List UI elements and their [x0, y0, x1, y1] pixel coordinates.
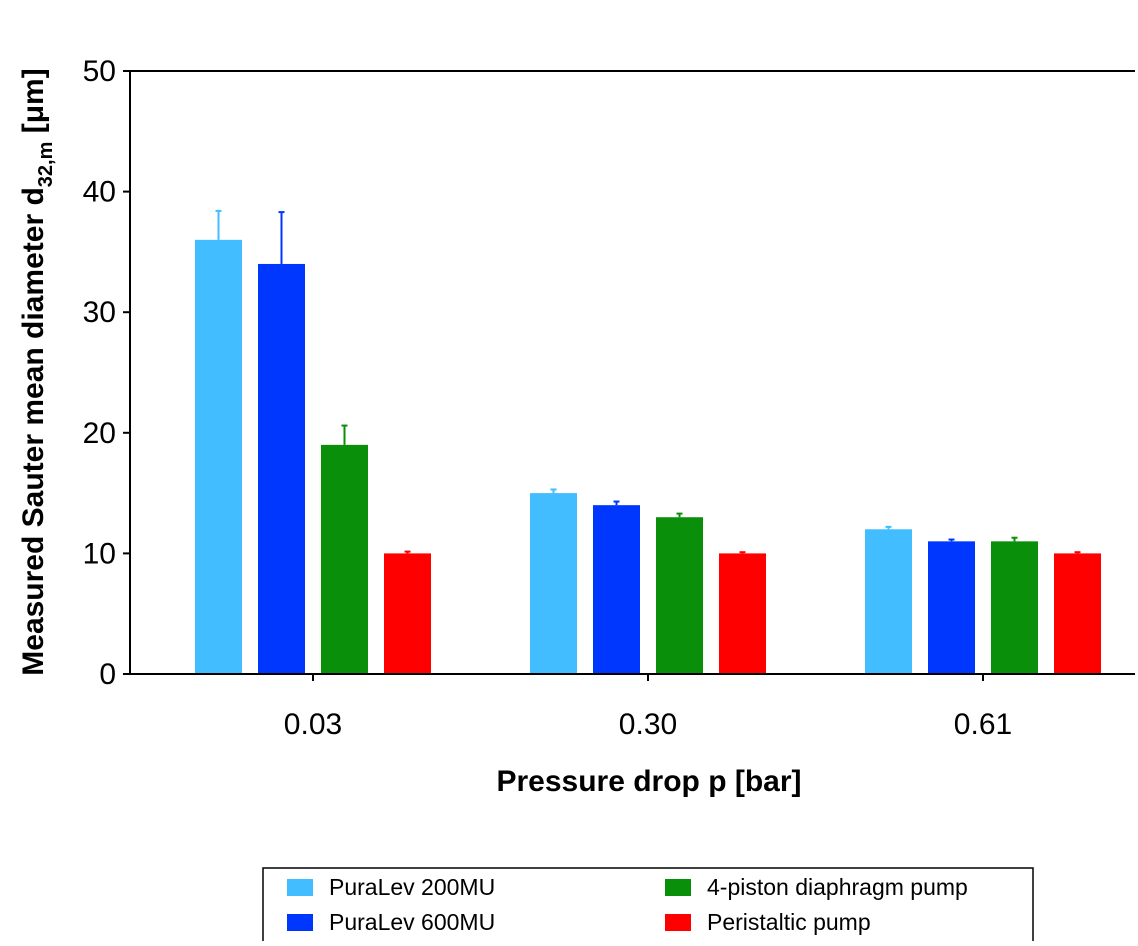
bar — [321, 444, 368, 674]
y-axis-title-suffix: [μm] — [17, 68, 50, 141]
bar — [384, 553, 431, 674]
bar — [195, 239, 242, 674]
legend-label: PuraLev 200MU — [329, 874, 495, 900]
legend-label: Peristaltic pump — [707, 909, 871, 935]
x-tick-label: 0.61 — [954, 708, 1012, 741]
legend-swatch — [287, 879, 313, 896]
y-tick-label: 50 — [83, 55, 116, 88]
x-axis-title: Pressure drop p [bar] — [496, 765, 801, 798]
y-axis-title-prefix: Measured Sauter mean diameter d — [17, 187, 50, 676]
legend-frame — [262, 867, 1034, 946]
plot-area — [195, 209, 1101, 674]
y-axis-title-subscript: 32,m — [35, 142, 57, 188]
bar — [1054, 553, 1101, 674]
legend-label: 4-piston diaphragm pump — [707, 874, 968, 900]
bar — [991, 541, 1038, 674]
bar — [530, 493, 577, 674]
legend-label: PuraLev 600MU — [329, 909, 495, 935]
legend: PuraLev 200MU PuraLev 600MU 4-piston diaph… — [262, 867, 1034, 946]
y-tick-label: 40 — [83, 176, 116, 209]
x-tick-label: 0.03 — [284, 708, 342, 741]
bar — [258, 263, 305, 674]
legend-swatch — [287, 914, 313, 931]
legend-swatch — [665, 914, 691, 931]
y-tick-label: 0 — [99, 658, 116, 691]
legend-swatch — [665, 879, 691, 896]
axes: 0 10 20 30 40 50 0.03 0.30 0.61 — [83, 55, 1135, 741]
bar — [928, 541, 975, 674]
y-axis-title: Measured Sauter mean diameter d32,m [μm] — [17, 68, 57, 675]
bar — [593, 505, 640, 674]
bar — [865, 529, 912, 674]
y-tick-label: 10 — [83, 537, 116, 570]
bar — [656, 517, 703, 674]
y-tick-label: 20 — [83, 417, 116, 450]
y-tick-label: 30 — [83, 296, 116, 329]
bar — [719, 553, 766, 674]
x-tick-label: 0.30 — [619, 708, 677, 741]
